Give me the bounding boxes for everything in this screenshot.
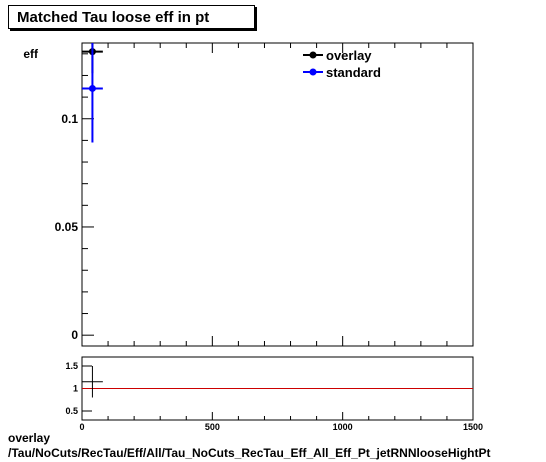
main-y-tick-label: 0.1 [61, 112, 78, 126]
legend-label-standard: standard [326, 65, 381, 80]
ratio-y-tick-label: 1.5 [65, 361, 78, 371]
y-axis-label: eff [23, 47, 39, 61]
ratio-x-tick-label: 1000 [333, 422, 353, 432]
legend: overlay standard [303, 48, 381, 80]
legend-marker-overlay [309, 51, 317, 59]
ratio-y-tick-label: 1 [73, 384, 78, 394]
series-standard-point [88, 84, 96, 92]
chart-title: Matched Tau loose eff in pt [8, 5, 255, 29]
main-y-ticks: 0 0.05 0.1 [55, 43, 448, 346]
main-series-layer [82, 43, 103, 143]
ratio-x-tick-label: 1500 [463, 422, 483, 432]
legend-marker-standard [309, 68, 317, 76]
ratio-y-tick-label: 0.5 [65, 406, 78, 416]
main-y-tick-label: 0.05 [55, 220, 79, 234]
main-y-tick-label: 0 [71, 328, 78, 342]
main-plot-frame [81, 42, 474, 347]
ratio-x-tick-label: 0 [79, 422, 84, 432]
ratio-ticks: 0.5 1 1.5 0 500 1000 1500 [65, 361, 483, 432]
ratio-x-tick-label: 500 [205, 422, 220, 432]
legend-label-overlay: overlay [326, 48, 372, 63]
footer-label: overlay [8, 431, 51, 445]
footer-path: /Tau/NoCuts/RecTau/Eff/All/Tau_NoCuts_Re… [8, 446, 491, 460]
ratio-series-layer [82, 366, 473, 398]
